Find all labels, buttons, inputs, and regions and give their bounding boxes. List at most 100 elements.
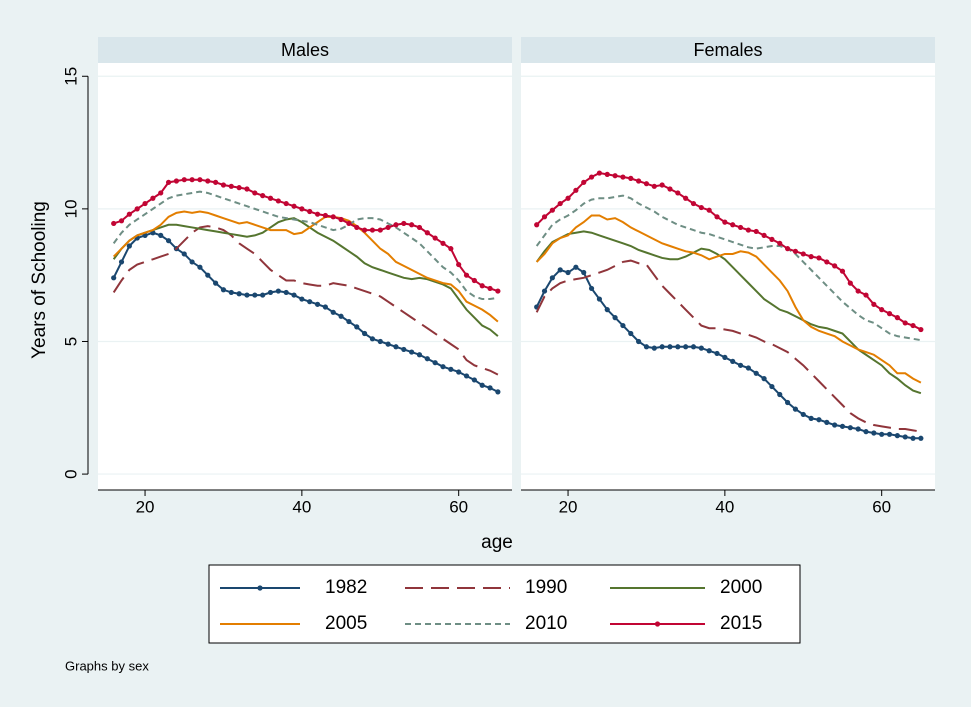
- point: [118, 218, 125, 224]
- point: [322, 212, 328, 219]
- point: [816, 417, 822, 423]
- x-tick-label: 20: [136, 497, 155, 516]
- point: [573, 264, 579, 270]
- point: [385, 224, 391, 231]
- point: [902, 320, 908, 326]
- point: [596, 170, 603, 176]
- point: [197, 264, 203, 270]
- point: [730, 358, 736, 364]
- point: [863, 292, 869, 298]
- point: [244, 186, 250, 192]
- x-tick-label: 40: [715, 497, 734, 516]
- point: [690, 344, 697, 350]
- point: [424, 356, 430, 362]
- point: [228, 183, 234, 189]
- point: [409, 222, 415, 228]
- point: [651, 183, 657, 189]
- point: [158, 190, 164, 196]
- x-tick-label: 20: [559, 497, 578, 516]
- point: [581, 179, 587, 185]
- point: [824, 259, 830, 265]
- point: [393, 344, 399, 350]
- point: [722, 219, 728, 225]
- point: [832, 263, 838, 269]
- point: [236, 291, 242, 297]
- point: [126, 243, 132, 249]
- point: [197, 177, 203, 183]
- point: [879, 431, 885, 437]
- point: [839, 423, 846, 429]
- point: [409, 349, 415, 355]
- point: [863, 429, 869, 435]
- point: [839, 268, 846, 274]
- point: [612, 173, 618, 179]
- point: [346, 220, 352, 227]
- legend-label: 2010: [525, 613, 567, 634]
- point: [667, 186, 673, 192]
- panel-header: [521, 37, 935, 63]
- point: [659, 344, 665, 350]
- point: [855, 426, 861, 432]
- point: [330, 309, 336, 315]
- point: [808, 254, 814, 260]
- point: [910, 435, 916, 441]
- point: [894, 315, 900, 321]
- point: [487, 285, 493, 292]
- x-tick-label: 60: [872, 497, 891, 516]
- point: [745, 365, 751, 371]
- point: [596, 296, 603, 302]
- legend-label: 1990: [525, 577, 567, 598]
- series-line: [535, 194, 922, 342]
- point: [393, 222, 399, 228]
- point: [314, 211, 321, 217]
- point: [236, 185, 242, 191]
- point: [181, 251, 187, 257]
- point: [456, 261, 462, 268]
- point: [173, 178, 180, 184]
- point: [432, 235, 438, 241]
- x-tick-label: 60: [449, 497, 468, 516]
- point: [369, 227, 376, 233]
- point: [534, 222, 540, 228]
- point: [769, 383, 775, 390]
- point: [698, 204, 704, 211]
- point: [479, 283, 485, 289]
- point: [260, 292, 266, 298]
- point: [165, 179, 172, 185]
- point: [346, 318, 352, 325]
- series-line: [112, 217, 499, 337]
- point: [636, 178, 642, 184]
- point: [784, 246, 791, 252]
- point: [737, 362, 744, 368]
- point: [463, 272, 470, 278]
- point: [643, 181, 650, 187]
- point: [690, 200, 697, 207]
- point: [307, 299, 313, 305]
- point: [745, 227, 751, 233]
- point: [792, 406, 799, 412]
- point: [581, 269, 587, 276]
- point: [291, 203, 297, 209]
- point: [463, 373, 470, 379]
- point: [675, 344, 681, 350]
- point: [354, 324, 360, 330]
- point: [205, 272, 211, 278]
- point: [910, 322, 916, 329]
- point: [777, 240, 783, 246]
- series-line: [112, 225, 499, 376]
- point: [832, 422, 838, 428]
- point: [126, 211, 132, 217]
- point: [267, 195, 274, 201]
- y-tick-label: 0: [61, 469, 80, 478]
- note: Graphs by sex: [65, 658, 149, 673]
- point: [181, 177, 187, 183]
- point: [541, 214, 548, 220]
- point: [314, 301, 321, 307]
- point: [847, 280, 853, 286]
- y-axis-title: Years of Schooling: [29, 201, 50, 359]
- plot-area: [521, 63, 935, 490]
- point: [573, 187, 579, 193]
- point: [643, 344, 650, 350]
- point: [228, 289, 234, 296]
- point: [808, 415, 814, 421]
